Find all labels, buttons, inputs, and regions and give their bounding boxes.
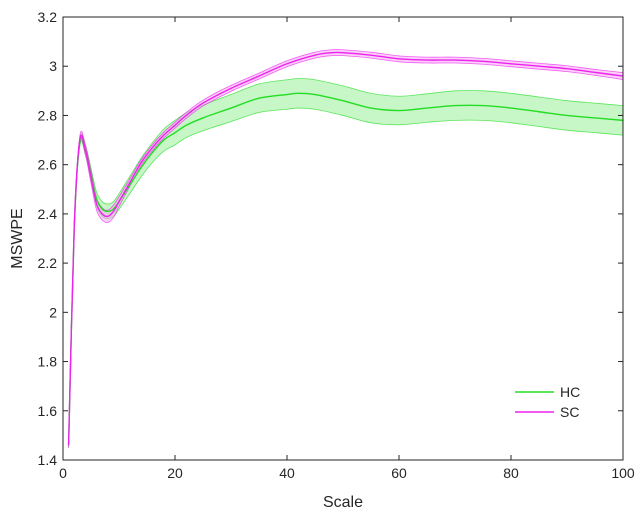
- y-tick-label: 3.2: [38, 9, 58, 25]
- y-tick-label: 2.6: [38, 157, 58, 173]
- x-tick-label: 40: [279, 465, 295, 481]
- x-tick-label: 80: [503, 465, 519, 481]
- y-axis-ticks: 1.4 1.6 1.8 2 2.2 2.4 2.6 2.8 3 3.2: [38, 9, 623, 468]
- legend-box: [510, 380, 590, 426]
- y-tick-label: 2.2: [38, 255, 58, 271]
- y-tick-label: 1.4: [38, 452, 58, 468]
- y-tick-label: 3: [49, 58, 57, 74]
- x-tick-label: 0: [59, 465, 67, 481]
- legend: HC SC: [510, 380, 590, 426]
- x-axis-ticks: 0 20 40 60 80 100: [59, 17, 635, 481]
- y-tick-label: 1.8: [38, 354, 58, 370]
- series-line-hc: [67, 92, 624, 446]
- y-tick-label: 2: [49, 304, 57, 320]
- legend-label-sc: SC: [560, 404, 579, 420]
- plot-frame: [62, 16, 624, 461]
- y-tick-label: 2.4: [38, 206, 58, 222]
- x-axis-label: Scale: [323, 494, 363, 511]
- x-tick-label: 20: [167, 465, 183, 481]
- y-tick-label: 1.6: [38, 403, 58, 419]
- x-tick-label: 100: [611, 465, 635, 481]
- x-tick-label: 60: [391, 465, 407, 481]
- legend-label-hc: HC: [560, 384, 580, 400]
- y-tick-label: 2.8: [38, 107, 58, 123]
- series-line-sc: [67, 51, 624, 446]
- y-axis-label: MSWPE: [9, 208, 26, 268]
- series-lines: [67, 51, 624, 446]
